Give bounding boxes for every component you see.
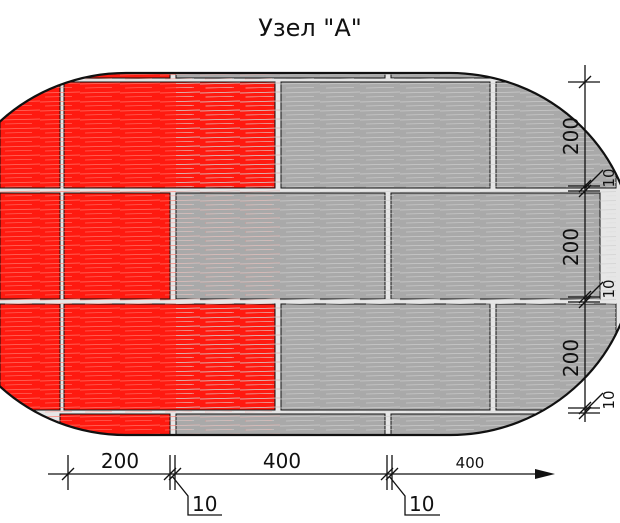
vertical-dimensions — [568, 65, 604, 422]
dim-stretcher: 400 — [263, 449, 301, 473]
dim-course-2: 200 — [559, 228, 583, 266]
masonry-body — [0, 73, 620, 435]
dim-course-1: 200 — [559, 117, 583, 155]
dim-joint-left: 10 — [192, 492, 217, 516]
dim-bond-left: 200 — [101, 449, 139, 473]
horizontal-dimensions — [48, 455, 555, 516]
section-outline — [0, 71, 620, 437]
dim-stretcher-next: 400 — [456, 454, 485, 472]
dim-joint-1: 10 — [600, 168, 618, 187]
detail-title: Узел "А" — [258, 14, 362, 42]
dim-joint-right: 10 — [409, 492, 434, 516]
dim-joint-2: 10 — [600, 279, 618, 298]
dim-course-3: 200 — [559, 339, 583, 377]
dim-joint-3: 10 — [600, 390, 618, 409]
gray-hatching — [176, 73, 616, 435]
